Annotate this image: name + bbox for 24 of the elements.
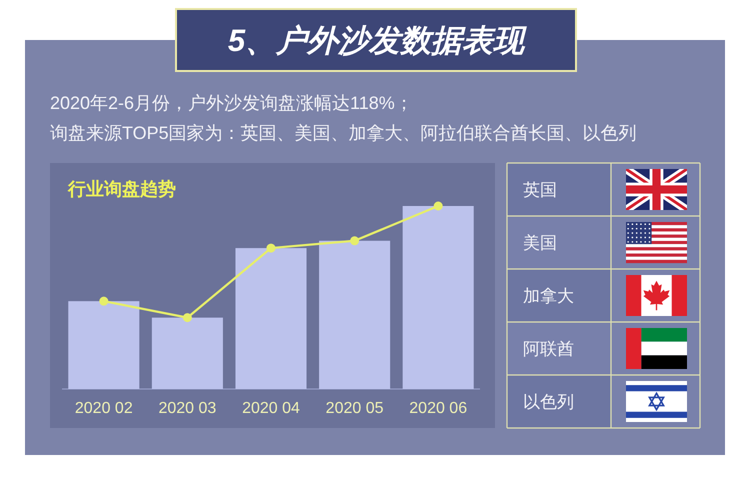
text: 阿联酋	[523, 340, 574, 358]
text: 2020年2-6月份，户外沙发询盘涨幅达118%；	[50, 93, 413, 113]
point	[99, 296, 108, 306]
bar	[319, 240, 390, 389]
bar	[152, 318, 223, 389]
point	[182, 313, 192, 322]
bar	[235, 248, 307, 389]
bar	[68, 301, 140, 389]
chart-title: 行业询盘趋势	[67, 179, 176, 199]
x-tick-label: 2020 05	[326, 400, 384, 417]
text: 加拿大	[523, 286, 574, 306]
text: 美国	[523, 234, 557, 252]
point	[350, 236, 360, 246]
text: 英国	[523, 180, 557, 200]
x-tick-label: 2020 04	[242, 400, 300, 417]
bar	[402, 206, 474, 389]
point	[434, 202, 443, 210]
x-tick-label: 2020 03	[158, 400, 216, 417]
x-tick-label: 2020 02	[74, 400, 133, 417]
text: 5、户外沙发数据表现	[228, 23, 528, 58]
text: 以色列	[523, 392, 574, 412]
point	[266, 244, 276, 253]
x-tick-label: 2020 06	[409, 400, 468, 417]
text: 询盘来源TOP5国家为：英国、美国、加拿大、阿拉伯联合酋长国、以色列	[50, 123, 637, 143]
